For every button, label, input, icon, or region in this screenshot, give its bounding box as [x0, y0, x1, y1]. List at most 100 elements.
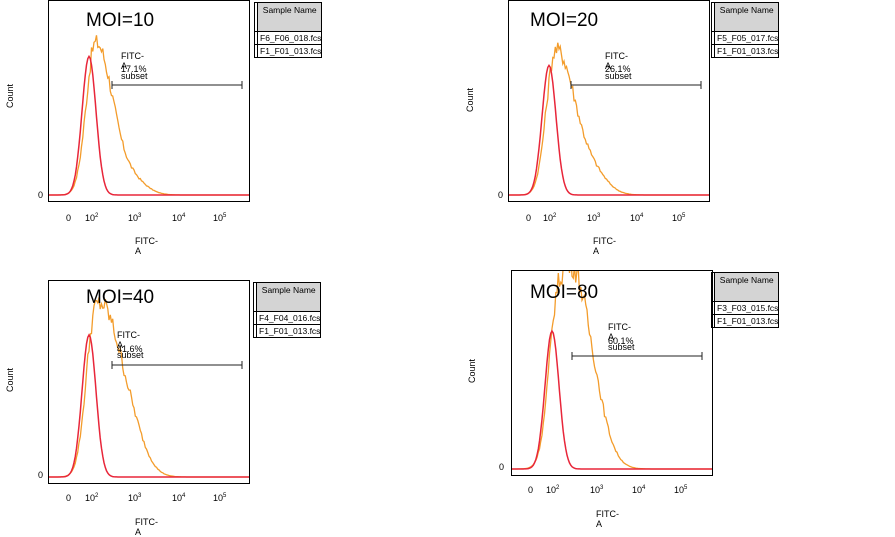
- histogram-svg: [509, 42, 709, 196]
- legend-sample-name: F1_F01_013.fcs: [256, 44, 323, 58]
- x-tick-label: 102: [85, 493, 98, 503]
- x-tick-exponent: 4: [642, 485, 646, 491]
- chart-title: MOI=40: [86, 287, 155, 308]
- histogram-svg: [49, 35, 249, 196]
- x-tick-label: 103: [590, 485, 603, 495]
- legend-sample-name: F3_F03_015.fcs: [713, 301, 780, 315]
- x-tick-base: 10: [674, 485, 685, 495]
- gate-percent-label: 26.1%: [605, 64, 631, 74]
- x-tick-exponent: 4: [182, 493, 186, 499]
- x-tick-label: 0: [66, 493, 71, 503]
- x-tick-exponent: 5: [682, 213, 686, 219]
- x-tick-exponent: 3: [138, 213, 142, 219]
- x-tick-label: 0: [526, 213, 531, 223]
- x-tick-base: 0: [66, 213, 72, 223]
- series-line-control: [512, 329, 712, 470]
- plot-area: [508, 0, 710, 202]
- x-tick-base: 0: [528, 485, 534, 495]
- gate-percent-label: 60.1%: [608, 336, 634, 346]
- series-line-control: [509, 63, 709, 196]
- chart-title: MOI=20: [530, 10, 599, 31]
- x-tick-label: 102: [543, 213, 556, 223]
- x-tick-label: 0: [528, 485, 533, 495]
- x-axis-label: FITC-A: [135, 236, 158, 256]
- legend-sample-name: F1_F01_013.fcs: [713, 314, 780, 328]
- y-axis-label: Count: [467, 358, 477, 383]
- x-tick-base: 10: [128, 213, 139, 223]
- legend-row[interactable]: F1_F01_013.fcs: [254, 44, 323, 58]
- x-tick-exponent: 2: [553, 213, 557, 219]
- x-tick-label: 105: [674, 485, 687, 495]
- x-tick-exponent: 5: [684, 485, 688, 491]
- x-tick-label: 103: [128, 213, 141, 223]
- x-tick-label: 105: [213, 493, 226, 503]
- legend-row[interactable]: F1_F01_013.fcs: [253, 324, 322, 338]
- x-tick-label: 102: [546, 485, 559, 495]
- x-tick-exponent: 3: [597, 213, 601, 219]
- x-tick-base: 10: [632, 485, 643, 495]
- x-tick-label: 104: [172, 213, 185, 223]
- legend-row[interactable]: F4_F04_016.fcs: [253, 311, 322, 325]
- x-tick-base: 10: [213, 213, 224, 223]
- x-tick-exponent: 2: [95, 493, 99, 499]
- gate-name-label: FITC-A subset: [605, 51, 632, 81]
- gate-name-label: FITC-A subset: [117, 330, 144, 360]
- x-tick-exponent: 2: [556, 485, 560, 491]
- series-line-control: [49, 54, 249, 196]
- chart-title: MOI=10: [86, 10, 155, 31]
- legend-row[interactable]: F6_F06_018.fcs: [254, 31, 323, 45]
- gate-name-label: FITC-A subset: [608, 322, 635, 352]
- legend-header: Sample Name: [713, 272, 780, 302]
- x-tick-exponent: 3: [600, 485, 604, 491]
- x-tick-exponent: 4: [182, 213, 186, 219]
- x-tick-label: 105: [213, 213, 226, 223]
- legend-row[interactable]: F1_F01_013.fcs: [711, 44, 780, 58]
- x-tick-label: 103: [587, 213, 600, 223]
- legend-header: Sample Name: [713, 2, 780, 32]
- x-tick-label: 104: [172, 493, 185, 503]
- legend-table: Sample Name F6_F06_018.fcs F1_F01_013.fcs: [254, 2, 323, 58]
- x-tick-exponent: 4: [640, 213, 644, 219]
- chart-title: MOI=80: [530, 282, 599, 303]
- x-tick-base: 10: [630, 213, 641, 223]
- x-axis-label: FITC-A: [593, 236, 616, 256]
- histogram-svg: [512, 271, 712, 470]
- plot-area: [511, 270, 713, 476]
- x-tick-label: 105: [672, 213, 685, 223]
- x-tick-label: 103: [128, 493, 141, 503]
- legend-row[interactable]: F3_F03_015.fcs: [711, 301, 780, 315]
- legend-sample-name: F1_F01_013.fcs: [713, 44, 780, 58]
- gate-percent-label: 41.6%: [117, 344, 143, 354]
- x-tick-base: 10: [172, 493, 183, 503]
- x-tick-base: 10: [590, 485, 601, 495]
- x-tick-base: 0: [66, 493, 72, 503]
- gate-percent-label: 17.1%: [121, 64, 147, 74]
- x-tick-base: 10: [213, 493, 224, 503]
- x-tick-exponent: 5: [223, 493, 227, 499]
- x-tick-exponent: 2: [95, 213, 99, 219]
- y-tick-label: 0: [38, 470, 44, 480]
- x-tick-exponent: 3: [138, 493, 142, 499]
- legend-sample-name: F1_F01_013.fcs: [255, 324, 322, 338]
- legend-table: Sample Name F5_F05_017.fcs F1_F01_013.fcs: [711, 2, 780, 58]
- plot-area: [48, 0, 250, 202]
- legend-row[interactable]: F1_F01_013.fcs: [711, 314, 780, 328]
- x-axis-label: FITC-A: [596, 509, 619, 529]
- legend-table: Sample Name F4_F04_016.fcs F1_F01_013.fcs: [253, 282, 322, 338]
- gate-name-label: FITC-A subset: [121, 51, 148, 81]
- x-tick-base: 10: [172, 213, 183, 223]
- plot-area: [48, 280, 250, 484]
- series-line-control: [49, 333, 249, 478]
- histogram-svg: [49, 297, 249, 478]
- y-tick-label: 0: [499, 462, 505, 472]
- x-tick-label: 104: [632, 485, 645, 495]
- legend-header: Sample Name: [255, 282, 322, 312]
- x-tick-base: 10: [543, 213, 554, 223]
- legend-table: Sample Name F3_F03_015.fcs F1_F01_013.fcs: [711, 272, 780, 328]
- x-tick-base: 10: [85, 493, 96, 503]
- x-tick-base: 10: [85, 213, 96, 223]
